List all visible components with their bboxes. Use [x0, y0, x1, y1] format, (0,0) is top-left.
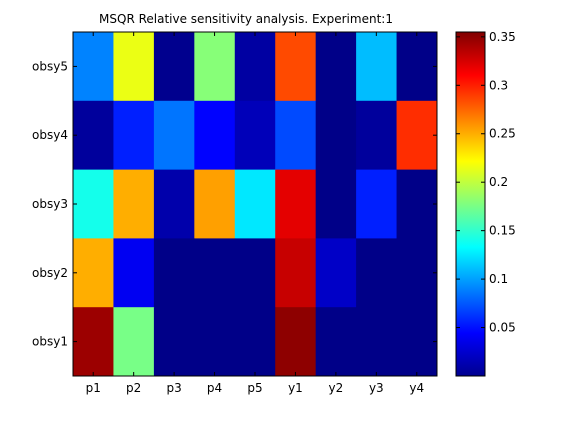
heatmap-cell-obsy4-y4 — [396, 100, 438, 171]
heatmap-cell-obsy2-p3 — [153, 238, 195, 308]
heatmap-cell-obsy5-y2 — [315, 32, 357, 102]
heatmap-cell-obsy3-y2 — [315, 169, 357, 239]
chart-title: MSQR Relative sensitivity analysis. Expe… — [99, 12, 393, 26]
heatmap-cell-obsy3-y1 — [275, 169, 317, 239]
heatmap-cells — [73, 32, 438, 377]
y-tick-label: obsy3 — [32, 197, 68, 211]
x-tick-label: p2 — [126, 381, 141, 395]
heatmap-cell-obsy2-p4 — [194, 238, 236, 308]
heatmap-cell-obsy2-p2 — [113, 238, 155, 308]
y-axis: obsy5 obsy4 obsy3 obsy2 obsy1 — [32, 59, 437, 349]
heatmap-cell-obsy4-p2 — [113, 100, 155, 171]
heatmap-cell-obsy3-p4 — [194, 169, 236, 239]
colorbar-tick-label: 0.05 — [489, 321, 516, 335]
y-tick-label: obsy5 — [32, 59, 68, 73]
heatmap-cell-obsy1-p5 — [234, 307, 276, 377]
heatmap-cell-obsy4-y1 — [275, 100, 317, 171]
heatmap-cell-obsy4-p5 — [234, 100, 276, 171]
y-tick-label: obsy2 — [32, 266, 68, 280]
x-tick-label: y3 — [369, 381, 384, 395]
heatmap-cell-obsy3-y4 — [396, 169, 438, 239]
heatmap-cell-obsy5-p2 — [113, 32, 155, 102]
heatmap-cell-obsy3-p1 — [73, 169, 114, 239]
heatmap-cell-obsy5-y4 — [396, 32, 438, 102]
heatmap-cell-obsy4-p1 — [73, 100, 114, 171]
heatmap-cell-obsy3-p2 — [113, 169, 155, 239]
x-tick-label: y1 — [288, 381, 303, 395]
heatmap-cell-obsy1-p4 — [194, 307, 236, 377]
heatmap-cell-obsy3-y3 — [356, 169, 398, 239]
heatmap-cell-obsy1-p3 — [153, 307, 195, 377]
heatmap-cell-obsy4-y2 — [315, 100, 357, 171]
heatmap-cell-obsy1-p2 — [113, 307, 155, 377]
colorbar-tick-label: 0.1 — [489, 272, 508, 286]
heatmap-cell-obsy2-y2 — [315, 238, 357, 308]
y-tick-label: obsy4 — [32, 128, 68, 142]
x-tick-label: p3 — [166, 381, 181, 395]
heatmap-cell-obsy5-y1 — [275, 32, 317, 102]
x-tick-label: y4 — [409, 381, 424, 395]
heatmap-cell-obsy3-p3 — [153, 169, 195, 239]
x-tick-label: p4 — [207, 381, 222, 395]
colorbar-tick-label: 0.15 — [489, 224, 516, 238]
heatmap-cell-obsy5-y3 — [356, 32, 398, 102]
colorbar-tick-label: 0.2 — [489, 175, 508, 189]
x-axis: p1 p2 p3 p4 p5 y1 y2 y3 y4 — [86, 32, 424, 395]
heatmap-cell-obsy2-y4 — [396, 238, 438, 308]
colorbar-tick-label: 0.3 — [489, 78, 508, 92]
heatmap-cell-obsy4-p4 — [194, 100, 236, 171]
heatmap-cell-obsy1-y4 — [396, 307, 438, 377]
heatmap-cell-obsy5-p3 — [153, 32, 195, 102]
x-tick-label: p1 — [86, 381, 101, 395]
heatmap-cell-obsy1-p1 — [73, 307, 114, 377]
y-tick-label: obsy1 — [32, 335, 68, 349]
colorbar-tick-label: 0.25 — [489, 127, 516, 141]
heatmap-cell-obsy5-p5 — [234, 32, 276, 102]
heatmap-cell-obsy3-p5 — [234, 169, 276, 239]
heatmap-cell-obsy5-p4 — [194, 32, 236, 102]
x-tick-label: y2 — [329, 381, 344, 395]
heatmap-cell-obsy2-y1 — [275, 238, 317, 308]
heatmap-cell-obsy2-p5 — [234, 238, 276, 308]
heatmap-cell-obsy4-y3 — [356, 100, 398, 171]
heatmap-cell-obsy1-y1 — [275, 307, 317, 377]
heatmap-cell-obsy2-p1 — [73, 238, 114, 308]
colorbar — [455, 31, 486, 377]
colorbar-tick-label: 0.35 — [489, 30, 516, 44]
heatmap-cell-obsy5-p1 — [73, 32, 114, 102]
heatmap-cell-obsy1-y2 — [315, 307, 357, 377]
heatmap-cell-obsy2-y3 — [356, 238, 398, 308]
heatmap-cell-obsy1-y3 — [356, 307, 398, 377]
heatmap-cell-obsy4-p3 — [153, 100, 195, 171]
colorbar-ticks: 0.05 0.1 0.15 0.2 0.25 0.3 0.35 — [456, 30, 516, 335]
x-tick-label: p5 — [247, 381, 262, 395]
